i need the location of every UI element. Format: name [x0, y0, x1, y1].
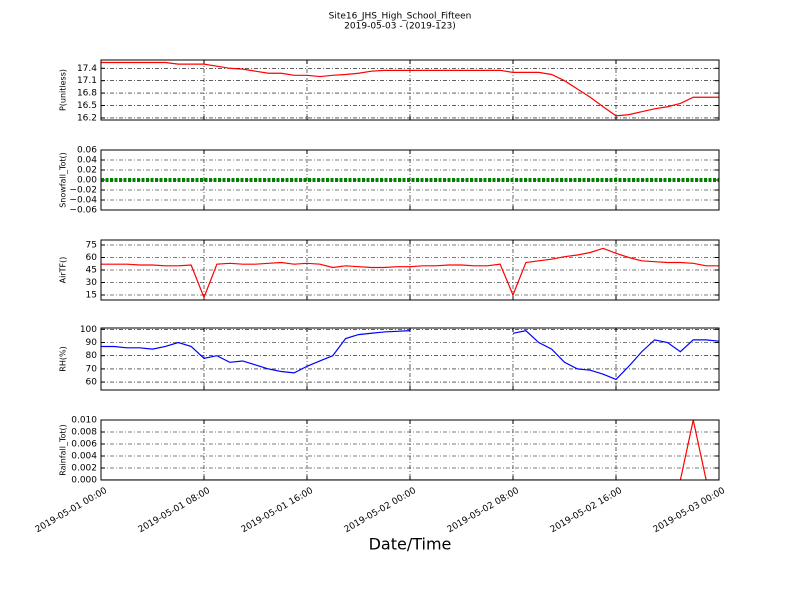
data-line [101, 61, 719, 117]
y-axis-label: AirTF() [59, 257, 68, 284]
y-tick-label: −0.02 [69, 186, 97, 196]
y-tick-label: 0.010 [71, 416, 97, 426]
plot-frame [100, 419, 720, 481]
plot-frame [100, 327, 720, 391]
y-tick-label: 45 [86, 266, 97, 276]
y-tick-label: 0.008 [71, 428, 97, 438]
y-tick-label: 30 [86, 278, 98, 288]
y-tick-label: 0.06 [77, 146, 97, 156]
y-tick-label: 60 [86, 253, 98, 263]
y-tick-label: 0.004 [71, 452, 97, 462]
y-tick-label: 0.00 [77, 176, 97, 186]
y-tick-label: 100 [80, 325, 97, 335]
y-tick-label: 0.04 [77, 156, 97, 166]
y-axis-label: Rainfall_Tot() [59, 424, 68, 476]
y-tick-label: 15 [86, 291, 97, 301]
data-line [101, 330, 411, 374]
y-tick-label: 0.002 [71, 464, 97, 474]
chart-title: Site16_JHS_High_School_Fifteen [329, 12, 472, 22]
y-tick-label: 16.8 [77, 89, 97, 99]
y-tick-label: 17.4 [77, 64, 97, 74]
data-line [101, 247, 719, 300]
plot-frame [100, 149, 720, 211]
plot-frame [100, 59, 720, 121]
y-tick-label: 17.1 [77, 76, 97, 86]
y-tick-label: 90 [86, 338, 98, 348]
y-tick-label: 80 [86, 351, 98, 361]
data-line [512, 329, 719, 381]
y-tick-label: 75 [86, 241, 97, 251]
y-tick-label: −0.06 [69, 206, 97, 216]
chart-subtitle: 2019-05-03 - (2019-123) [344, 22, 456, 32]
y-tick-label: 16.2 [77, 113, 97, 123]
y-tick-label: 70 [86, 364, 98, 374]
y-tick-label: 0.02 [77, 166, 97, 176]
y-axis-label: P(unitless) [59, 69, 68, 111]
y-tick-label: 0.000 [71, 476, 97, 486]
x-axis-label: Date/Time [369, 535, 452, 554]
y-tick-label: 60 [86, 378, 98, 388]
y-axis-label: RH(%) [59, 346, 68, 371]
y-tick-label: 16.5 [77, 101, 97, 111]
plot-frame [100, 239, 720, 301]
y-tick-label: 0.006 [71, 440, 97, 450]
y-tick-label: −0.04 [69, 196, 97, 206]
y-axis-label: Snowfall_Tot() [59, 152, 68, 208]
